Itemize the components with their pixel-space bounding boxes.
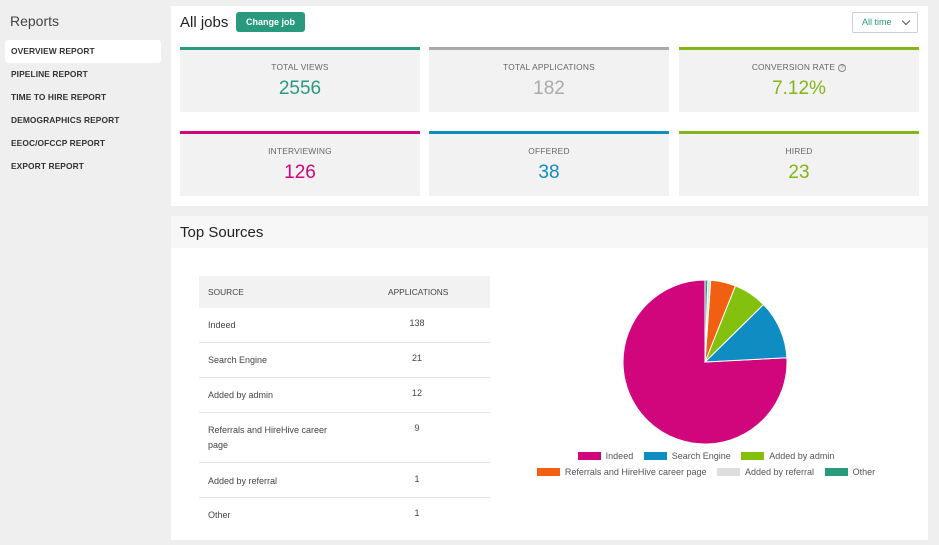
table-row: Search Engine 21 bbox=[199, 343, 490, 378]
source-cell: Added by admin bbox=[208, 390, 274, 400]
stat-card-interviewing: INTERVIEWING 126 bbox=[180, 131, 420, 196]
change-job-button[interactable]: Change job bbox=[236, 12, 305, 32]
legend-swatch bbox=[577, 452, 601, 460]
stat-value: 182 bbox=[533, 78, 565, 99]
column-header-source: SOURCE bbox=[208, 287, 244, 297]
all-jobs-header: All jobs Change job All time bbox=[171, 6, 928, 38]
time-filter-select[interactable]: All time bbox=[852, 12, 918, 33]
table-row: Added by referral 1 bbox=[199, 463, 490, 498]
legend-item-added-by-referral[interactable]: Added by referral bbox=[717, 466, 814, 478]
stat-value: 7.12% bbox=[772, 78, 826, 99]
chart-legend: Indeed Search Engine Added by admin Refe… bbox=[521, 450, 891, 482]
applications-cell: 1 bbox=[414, 474, 420, 484]
legend-item-added-by-admin[interactable]: Added by admin bbox=[741, 450, 834, 462]
nav-eeoc-ofccp-report[interactable]: EEOC/OFCCP REPORT bbox=[11, 138, 106, 148]
time-filter-value: All time bbox=[862, 17, 892, 27]
legend-row: Indeed Search Engine Added by admin bbox=[521, 450, 891, 466]
stat-label-text: CONVERSION RATE bbox=[751, 62, 836, 72]
legend-swatch bbox=[741, 452, 765, 460]
stat-value: 2556 bbox=[278, 78, 322, 99]
legend-label: Other bbox=[852, 467, 876, 477]
nav-overview-report[interactable]: OVERVIEW REPORT bbox=[5, 40, 161, 63]
legend-item-indeed[interactable]: Indeed bbox=[577, 450, 634, 462]
table-header: SOURCE APPLICATIONS bbox=[199, 276, 490, 308]
legend-swatch bbox=[824, 468, 848, 476]
top-sources-title: Top Sources bbox=[180, 224, 264, 241]
stat-label: OFFERED bbox=[528, 146, 570, 156]
stat-card-hired: HIRED 23 bbox=[679, 131, 919, 196]
stat-card-conversion-rate: CONVERSION RATE? 7.12% bbox=[679, 47, 919, 112]
stat-label: TOTAL APPLICATIONS bbox=[503, 62, 595, 72]
report-nav: OVERVIEW REPORT PIPELINE REPORT TIME TO … bbox=[5, 40, 161, 178]
nav-export-report[interactable]: EXPORT REPORT bbox=[11, 161, 84, 171]
page-title: All jobs bbox=[180, 14, 229, 31]
top-sources-header: Top Sources bbox=[171, 216, 928, 248]
legend-label: Added by admin bbox=[769, 451, 835, 461]
applications-cell: 9 bbox=[414, 423, 420, 433]
chevron-down-icon bbox=[901, 16, 911, 26]
legend-label: Search Engine bbox=[671, 451, 731, 461]
legend-swatch bbox=[717, 468, 740, 476]
table-row: Referrals and HireHive career page 9 bbox=[199, 413, 490, 463]
legend-item-referrals[interactable]: Referrals and HireHive career page bbox=[536, 466, 707, 478]
legend-label: Referrals and HireHive career page bbox=[564, 467, 707, 477]
stat-label: CONVERSION RATE? bbox=[679, 62, 919, 72]
stat-label: INTERVIEWING bbox=[268, 146, 332, 156]
applications-cell: 138 bbox=[409, 318, 425, 328]
stat-card-offered: OFFERED 38 bbox=[429, 131, 669, 196]
nav-time-to-hire-report[interactable]: TIME TO HIRE REPORT bbox=[11, 92, 107, 102]
all-jobs-panel: All jobs Change job All time TOTAL VIEWS… bbox=[171, 6, 928, 206]
sources-pie-chart bbox=[622, 279, 788, 445]
source-cell: Referrals and HireHive career page bbox=[208, 425, 328, 450]
legend-swatch bbox=[536, 468, 560, 476]
table-row: Added by admin 12 bbox=[199, 378, 490, 413]
sidebar: Reports OVERVIEW REPORT PIPELINE REPORT … bbox=[0, 0, 166, 545]
stat-label: TOTAL VIEWS bbox=[271, 62, 329, 72]
source-cell: Added by referral bbox=[208, 476, 278, 486]
source-cell: Search Engine bbox=[208, 355, 268, 365]
stat-value: 23 bbox=[788, 162, 810, 183]
applications-cell: 21 bbox=[411, 353, 422, 363]
column-header-applications: APPLICATIONS bbox=[388, 287, 449, 297]
stat-card-total-views: TOTAL VIEWS 2556 bbox=[180, 47, 420, 112]
source-cell: Indeed bbox=[208, 320, 236, 330]
stat-value: 38 bbox=[538, 162, 560, 183]
nav-demographics-report[interactable]: DEMOGRAPHICS REPORT bbox=[11, 115, 120, 125]
stat-label: HIRED bbox=[785, 146, 813, 156]
stat-card-total-applications: TOTAL APPLICATIONS 182 bbox=[429, 47, 669, 112]
sources-table: SOURCE APPLICATIONS Indeed 138 Search En… bbox=[199, 276, 490, 533]
nav-pipeline-report[interactable]: PIPELINE REPORT bbox=[11, 69, 88, 79]
legend-label: Added by referral bbox=[745, 467, 815, 477]
legend-label: Indeed bbox=[605, 451, 634, 461]
legend-item-search-engine[interactable]: Search Engine bbox=[643, 450, 731, 462]
table-row: Indeed 138 bbox=[199, 308, 490, 343]
source-cell: Other bbox=[208, 510, 231, 520]
pie-slice-other[interactable] bbox=[704, 279, 709, 363]
stat-value: 126 bbox=[284, 162, 316, 183]
applications-cell: 12 bbox=[411, 388, 422, 398]
legend-item-other[interactable]: Other bbox=[824, 466, 876, 478]
table-row: Other 1 bbox=[199, 498, 490, 533]
help-icon[interactable]: ? bbox=[838, 64, 847, 72]
applications-cell: 1 bbox=[414, 508, 420, 518]
legend-row: Referrals and HireHive career page Added… bbox=[521, 466, 891, 482]
sidebar-title: Reports bbox=[10, 13, 60, 29]
top-sources-panel: Top Sources SOURCE APPLICATIONS Indeed 1… bbox=[171, 216, 928, 540]
legend-swatch bbox=[643, 452, 667, 460]
